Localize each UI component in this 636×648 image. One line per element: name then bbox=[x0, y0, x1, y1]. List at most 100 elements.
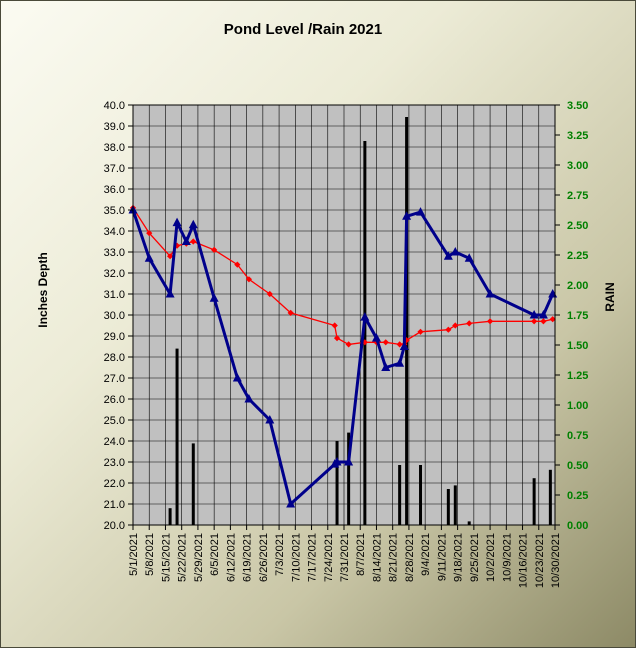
pond-series-marker bbox=[450, 247, 460, 256]
y-tick-label: 32.0 bbox=[104, 268, 125, 280]
x-tick-label: 10/2/2021 bbox=[485, 533, 497, 582]
pond-series-marker bbox=[181, 236, 191, 245]
red-series-marker bbox=[331, 322, 338, 329]
y-tick-label: 25.0 bbox=[104, 415, 125, 427]
y-tick-label: 20.0 bbox=[104, 520, 125, 532]
pond-series-marker bbox=[144, 253, 154, 262]
x-tick-label: 8/7/2021 bbox=[355, 533, 367, 576]
rain-bar bbox=[398, 465, 402, 525]
x-tick-label: 10/30/2021 bbox=[550, 533, 562, 588]
pond-series-marker bbox=[188, 219, 198, 229]
y-tick-label: 39.0 bbox=[104, 121, 125, 133]
y-tick-label: 24.0 bbox=[104, 436, 125, 448]
rain-bar bbox=[548, 469, 552, 525]
pond-series-marker bbox=[485, 289, 495, 298]
x-tick-label: 5/1/2021 bbox=[128, 533, 140, 576]
red-series-marker bbox=[452, 322, 459, 329]
x-tick-label: 7/24/2021 bbox=[323, 533, 335, 582]
red-series-marker bbox=[166, 253, 174, 260]
y2-tick-label: 2.25 bbox=[567, 250, 588, 262]
gridlines bbox=[132, 104, 556, 526]
rain-bar bbox=[335, 441, 339, 525]
x-tick-label: 7/10/2021 bbox=[290, 533, 302, 582]
x-tick-label: 10/16/2021 bbox=[518, 533, 530, 588]
x-tick-label: 6/12/2021 bbox=[225, 533, 237, 582]
red-series-marker bbox=[345, 341, 352, 348]
y-tick-label: 29.0 bbox=[104, 331, 125, 343]
red-series-marker bbox=[333, 334, 341, 342]
y2-tick-label: 3.25 bbox=[567, 130, 588, 142]
rain-bar bbox=[175, 348, 179, 525]
y2-tick-label: 1.00 bbox=[567, 400, 588, 412]
red-series-marker bbox=[266, 290, 273, 298]
chart-title: Pond Level /Rain 2021 bbox=[224, 21, 382, 38]
rain-bars bbox=[168, 117, 552, 525]
red-series-marker bbox=[540, 318, 547, 325]
y-tick-label: 35.0 bbox=[104, 205, 125, 217]
pond-series-marker bbox=[538, 310, 548, 319]
pond-series-marker bbox=[332, 457, 342, 466]
y-tick-label: 28.0 bbox=[104, 352, 125, 364]
x-tick-label: 6/26/2021 bbox=[258, 533, 270, 582]
pond-series-marker bbox=[381, 362, 391, 371]
y-tick-label: 40.0 bbox=[104, 100, 125, 112]
pond-series-marker bbox=[286, 499, 296, 508]
pond-series-line bbox=[131, 209, 555, 506]
y-tick-label: 23.0 bbox=[104, 457, 125, 469]
rain-bar bbox=[347, 432, 351, 525]
x-tick-label: 8/28/2021 bbox=[404, 533, 416, 582]
y-tick-label: 30.0 bbox=[104, 310, 125, 322]
red-series-marker bbox=[211, 246, 218, 254]
y2-tick-label: 0.50 bbox=[567, 460, 588, 472]
x-tick-label: 5/15/2021 bbox=[160, 533, 172, 582]
y2-tick-label: 0.25 bbox=[567, 490, 588, 502]
red-series-marker bbox=[382, 339, 389, 346]
x-tick-label: 6/5/2021 bbox=[209, 533, 221, 576]
red-series-marker bbox=[146, 229, 153, 237]
y2-tick-label: 2.00 bbox=[567, 280, 588, 292]
pond-series-marker bbox=[360, 312, 370, 321]
y-tick-label: 33.0 bbox=[104, 247, 125, 259]
y-axis-label-right: RAIN bbox=[603, 282, 617, 311]
pond-series-marker bbox=[529, 310, 539, 319]
y2-tick-label: 0.75 bbox=[567, 430, 588, 442]
red-series-line bbox=[132, 207, 553, 346]
y-tick-label: 36.0 bbox=[104, 184, 125, 196]
pond-series-marker bbox=[402, 211, 412, 220]
x-tick-label: 9/11/2021 bbox=[436, 533, 448, 581]
y-tick-label: 31.0 bbox=[104, 289, 125, 301]
rain-bar bbox=[405, 117, 409, 525]
red-series-marker bbox=[486, 318, 494, 325]
red-series-marker bbox=[287, 309, 294, 317]
pond-series-marker bbox=[344, 457, 354, 466]
rain-bar bbox=[467, 521, 471, 525]
red-series-marker bbox=[417, 328, 424, 335]
pond-series-marker bbox=[244, 394, 254, 403]
y2-tick-label: 1.50 bbox=[567, 340, 588, 352]
y-tick-label: 22.0 bbox=[104, 478, 125, 490]
y-tick-label: 27.0 bbox=[104, 373, 125, 385]
series-lines bbox=[128, 204, 558, 508]
y-tick-label: 21.0 bbox=[104, 499, 125, 511]
pond-series-marker bbox=[416, 207, 426, 216]
pond-series-marker bbox=[395, 358, 405, 367]
y2-tick-label: 2.50 bbox=[567, 220, 588, 232]
x-tick-label: 5/8/2021 bbox=[144, 533, 156, 576]
x-tick-label: 5/29/2021 bbox=[193, 533, 205, 582]
y2-tick-label: 2.75 bbox=[567, 190, 588, 202]
y2-tick-label: 3.00 bbox=[567, 160, 588, 172]
y2-tick-label: 1.25 bbox=[567, 370, 588, 382]
rain-bar bbox=[453, 485, 457, 525]
x-tick-label: 7/3/2021 bbox=[274, 533, 286, 576]
rain-bar bbox=[168, 508, 172, 525]
pond-series-marker bbox=[209, 293, 219, 302]
rain-bar bbox=[191, 443, 195, 525]
x-tick-label: 9/25/2021 bbox=[469, 533, 481, 582]
axes: 20.0 21.0 22.0 23.0 24.0 25.0 26.0 27.0 28.0 29.0… bbox=[104, 100, 589, 588]
pond-series-marker bbox=[371, 333, 381, 342]
y-tick-label: 38.0 bbox=[104, 142, 125, 154]
red-series-marker bbox=[445, 326, 452, 333]
x-tick-label: 10/9/2021 bbox=[501, 533, 513, 582]
rain-bar bbox=[446, 489, 450, 525]
